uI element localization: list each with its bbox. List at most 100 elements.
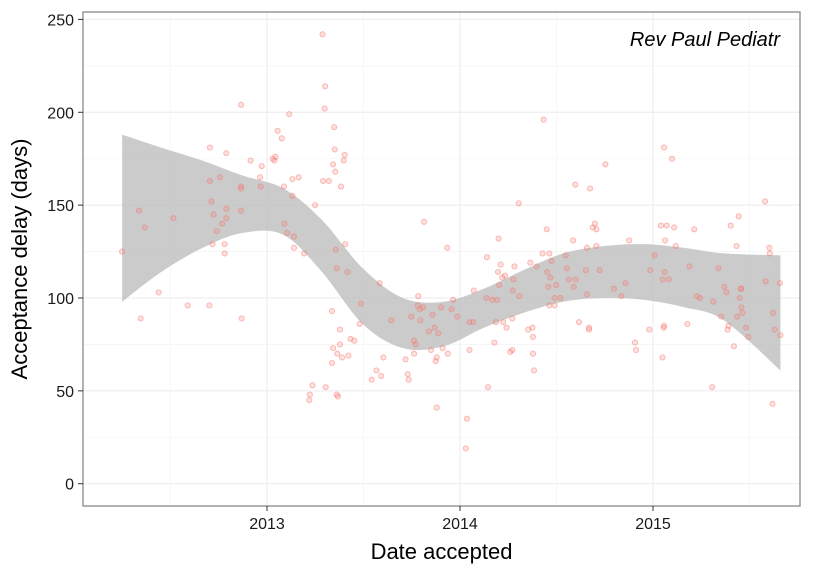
data-point: [710, 298, 717, 305]
x-tick-label: 2013: [249, 516, 285, 533]
data-point: [210, 211, 217, 218]
data-point: [312, 202, 319, 209]
data-point: [290, 233, 298, 240]
data-point: [736, 294, 743, 302]
data-point: [622, 280, 629, 287]
data-point: [730, 343, 737, 350]
data-point: [328, 307, 336, 315]
x-tick-label: 2014: [442, 516, 478, 533]
data-point: [119, 248, 126, 255]
data-point: [470, 319, 477, 326]
data-point: [771, 326, 778, 333]
data-point: [448, 306, 455, 313]
data-point: [565, 276, 572, 283]
data-point: [663, 222, 670, 229]
data-point: [206, 302, 213, 309]
data-point: [684, 320, 691, 328]
data-point: [421, 218, 428, 225]
data-point: [546, 302, 553, 309]
data-point: [657, 222, 664, 229]
data-point: [351, 337, 358, 344]
data-point: [135, 207, 143, 214]
data-point: [721, 283, 728, 290]
y-tick-label: 100: [47, 291, 74, 308]
data-point: [723, 289, 730, 296]
data-point: [274, 127, 281, 134]
data-point: [223, 205, 230, 212]
data-point: [725, 322, 732, 329]
data-point: [450, 296, 457, 303]
data-point: [332, 246, 339, 253]
data-point: [325, 177, 332, 185]
data-point: [322, 384, 329, 391]
data-point: [492, 319, 500, 326]
data-point: [516, 293, 523, 300]
data-point: [463, 415, 470, 422]
data-point: [345, 352, 352, 359]
data-point: [257, 183, 264, 190]
data-point: [247, 157, 254, 164]
data-point: [718, 313, 725, 320]
data-point: [551, 294, 558, 302]
data-point: [373, 367, 380, 374]
data-point: [470, 287, 477, 294]
data-point: [545, 283, 552, 290]
data-point: [213, 228, 220, 235]
data-point: [548, 257, 555, 264]
data-point: [368, 376, 375, 383]
data-point: [281, 220, 288, 227]
data-point: [618, 293, 625, 300]
data-point: [583, 291, 590, 298]
data-point: [493, 296, 501, 303]
data-point: [295, 174, 302, 181]
y-axis: 0 50 100 150 200 250: [47, 12, 83, 494]
data-point: [223, 215, 230, 222]
data-point: [496, 281, 503, 289]
data-point: [208, 198, 215, 205]
data-point: [410, 350, 418, 357]
data-point: [734, 313, 741, 320]
data-point: [547, 274, 554, 281]
data-point: [766, 244, 773, 251]
data-point: [671, 224, 678, 231]
data-point: [539, 250, 546, 257]
data-point: [429, 311, 436, 318]
data-point: [551, 302, 558, 309]
data-point: [769, 400, 776, 407]
data-point: [466, 346, 473, 354]
data-point: [544, 268, 551, 276]
data-point: [330, 161, 337, 168]
data-point: [320, 177, 327, 185]
data-point: [206, 177, 213, 185]
data-point: [184, 302, 191, 309]
data-point: [509, 346, 516, 354]
data-point: [497, 261, 504, 268]
data-point: [733, 242, 740, 250]
data-point: [257, 174, 264, 181]
data-point: [380, 354, 387, 361]
data-point: [762, 278, 769, 285]
data-point: [693, 293, 700, 300]
data-point: [340, 157, 347, 164]
data-point: [633, 346, 640, 354]
data-point: [735, 213, 742, 220]
data-point: [300, 250, 308, 257]
data-point: [342, 241, 349, 248]
data-point: [651, 252, 658, 259]
data-point: [221, 250, 228, 257]
data-point: [570, 237, 577, 244]
data-point: [661, 268, 668, 276]
data-point: [306, 397, 313, 404]
data-point: [290, 244, 298, 251]
data-point: [137, 315, 144, 322]
data-point: [572, 276, 579, 283]
data-point: [529, 350, 537, 357]
data-point: [289, 176, 296, 183]
data-point: [412, 341, 419, 348]
data-point: [557, 294, 564, 302]
data-point: [495, 235, 502, 242]
data-point: [419, 304, 427, 311]
data-point: [238, 185, 245, 192]
data-point: [337, 183, 345, 190]
data-point: [332, 168, 339, 175]
